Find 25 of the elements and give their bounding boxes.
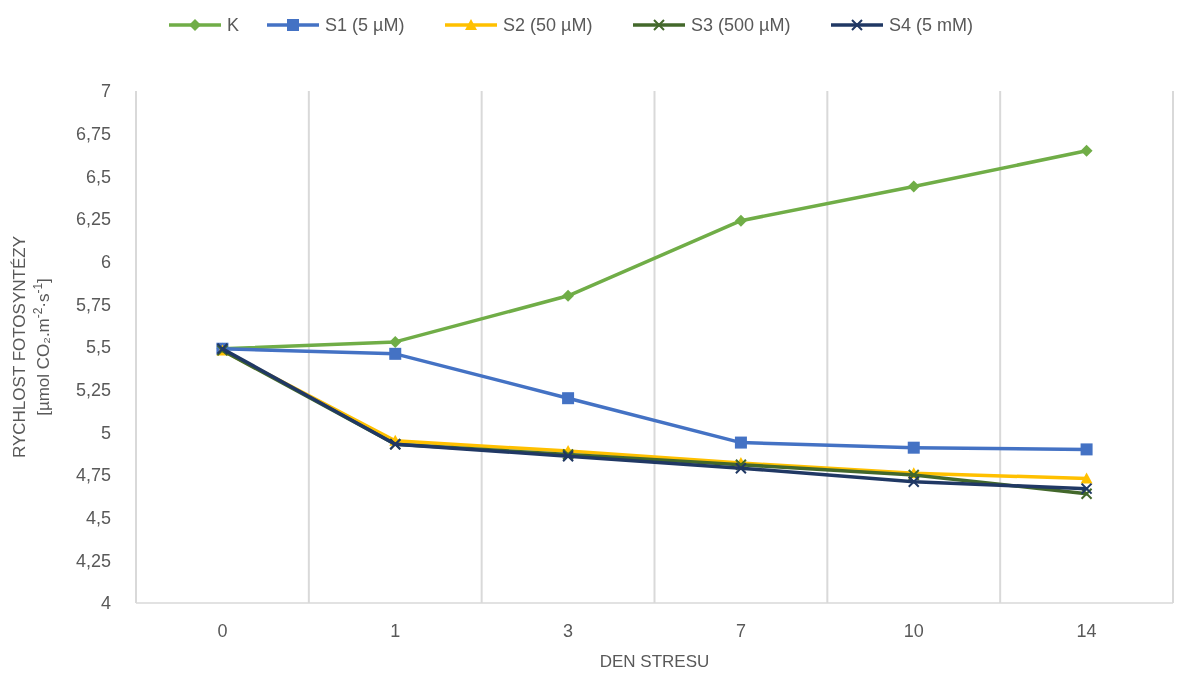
y-tick-label: 6,75 xyxy=(75,123,111,144)
y-tick-label: 6,25 xyxy=(75,209,111,230)
x-tick-label: 7 xyxy=(735,621,746,641)
y-tick-label: 7 xyxy=(100,81,111,102)
legend-label: S4 (5 mM) xyxy=(889,15,974,36)
y-tick-label: 5,5 xyxy=(85,337,111,358)
x-tick-label: 3 xyxy=(563,621,574,641)
y-tick-label: 4 xyxy=(100,593,111,614)
x-tick-label: 1 xyxy=(390,621,401,641)
x-axis-title: DEN STRESU xyxy=(599,652,710,671)
legend-label: S3 (500 µM) xyxy=(691,15,791,36)
x-tick-label: 10 xyxy=(903,621,924,641)
y-tick-label: 5 xyxy=(100,422,111,443)
y-tick-label: 4,25 xyxy=(75,550,111,571)
y-tick-label: 6,5 xyxy=(85,166,111,187)
legend-label: K xyxy=(227,15,240,36)
x-tick-label: 0 xyxy=(217,621,228,641)
x-tick-label: 14 xyxy=(1076,621,1097,641)
y-tick-label: 4,5 xyxy=(85,507,111,528)
y-tick-label: 4,75 xyxy=(75,465,111,486)
legend-label: S2 (50 µM) xyxy=(503,15,593,36)
y-tick-label: 5,75 xyxy=(75,294,111,315)
y-tick-label: 6 xyxy=(100,251,111,272)
legend-label: S1 (5 µM) xyxy=(325,15,405,36)
y-tick-label: 5,25 xyxy=(75,379,111,400)
